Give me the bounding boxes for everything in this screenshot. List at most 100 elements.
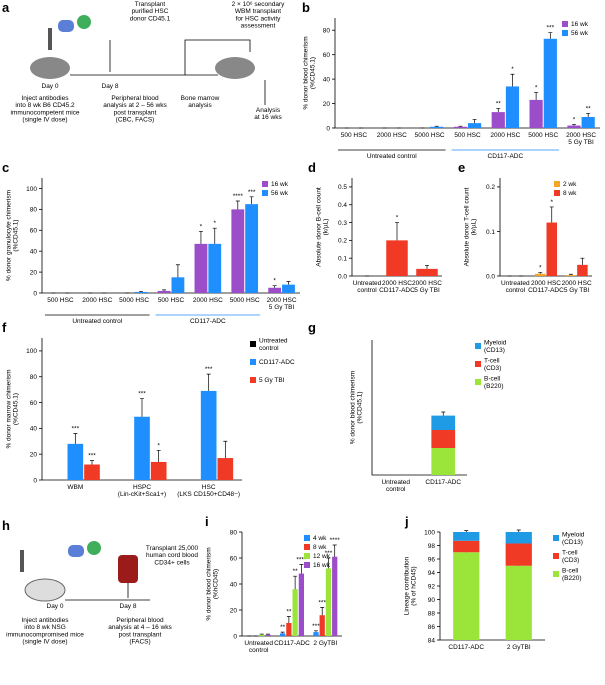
- legend-label: 56 wk: [571, 30, 589, 37]
- bar-segment: [453, 552, 480, 640]
- y-tick-label: 90: [428, 597, 436, 604]
- legend-swatch: [562, 30, 568, 36]
- y-tick-label: 40: [30, 248, 38, 255]
- significance: *: [273, 278, 276, 285]
- error-bar: [580, 257, 585, 265]
- panel-letter: b: [302, 0, 310, 15]
- y-tick-label: 94: [428, 570, 436, 577]
- x-tick-label: Untreated control: [381, 479, 410, 493]
- error-bar: [206, 373, 211, 391]
- legend-swatch: [262, 190, 268, 196]
- error-bar: [441, 411, 446, 416]
- error-bar: [249, 196, 254, 205]
- schematic-text: Day 8: [102, 83, 119, 90]
- error-bar: [458, 125, 463, 127]
- y-tick-label: 20: [30, 451, 38, 458]
- axis-line: [499, 178, 592, 277]
- y-axis-title: % donor granulocyte chimerism(%CD45.1): [5, 190, 19, 281]
- error-bar: [472, 119, 477, 124]
- error-bar: [266, 633, 271, 635]
- y-tick-label: 40: [230, 581, 238, 588]
- x-tick-label: CD117-ADC: [274, 640, 310, 647]
- bar-segment: [505, 532, 532, 544]
- legend-label: T-cell (CD3): [562, 550, 579, 564]
- significance: *: [573, 116, 576, 123]
- legend-label: Myeloid (CD13): [562, 532, 585, 546]
- legend-swatch: [553, 571, 559, 577]
- x-tick-label: 2000 HSC: [193, 297, 223, 304]
- error-bar: [568, 273, 573, 276]
- y-axis-title: Absolute donor T-cell count(k/µL): [463, 187, 477, 266]
- error-bar: [586, 112, 591, 117]
- bar: [292, 589, 298, 636]
- error-bar: [259, 633, 264, 635]
- y-tick-label: 60: [323, 52, 331, 59]
- x-tick-label: HSPC (Lin-cKit+Sca1+): [118, 484, 166, 498]
- error-bar: [326, 557, 331, 569]
- legend-label: 16 wk: [313, 562, 331, 569]
- syringe: [48, 28, 52, 50]
- x-tick-label: 5000 HSC: [230, 297, 260, 304]
- error-bar: [395, 222, 399, 241]
- bar: [231, 209, 245, 293]
- significance: *: [157, 442, 160, 449]
- y-tick-label: 80: [230, 529, 238, 536]
- error-bar: [496, 108, 501, 113]
- legend-swatch: [304, 544, 310, 550]
- significance: *: [550, 199, 553, 206]
- y-axis-title: % donor blood chimerism(%CD45.1): [349, 371, 363, 444]
- y-tick-label: 40: [30, 426, 38, 433]
- legend-label: Myeloid (CD13): [484, 340, 507, 354]
- group-label: CD117-ADC: [488, 153, 524, 160]
- legend-swatch: [250, 359, 256, 365]
- antibody-icon: [68, 545, 84, 557]
- significance: **: [286, 609, 292, 616]
- significance: ****: [233, 193, 244, 200]
- significance: ****: [296, 557, 307, 564]
- schematic-text: 2 × 10⁶ secondary WBM transplant for HSC a…: [232, 1, 285, 29]
- bar: [84, 464, 100, 480]
- error-bar: [272, 285, 277, 288]
- y-tick-label: 100: [26, 186, 37, 193]
- y-tick-label: 0.2: [486, 184, 495, 191]
- error-bar: [235, 200, 240, 210]
- bar: [157, 290, 171, 293]
- bar: [567, 125, 581, 128]
- x-tick-label: 2000 HSC CD117-ADC: [379, 280, 415, 294]
- significance: ***: [248, 189, 256, 196]
- legend-swatch: [475, 379, 481, 385]
- x-tick-label: CD117-ADC: [425, 479, 461, 486]
- bar: [529, 99, 543, 128]
- error-bar: [175, 264, 180, 278]
- group-label: Untreated control: [367, 153, 417, 160]
- x-tick-label: CD117-ADC: [448, 644, 484, 651]
- schematic-text: Day 0: [47, 603, 64, 610]
- x-tick-label: 2000 HSC: [377, 132, 407, 139]
- panel-letter: a: [2, 0, 10, 15]
- bar: [491, 112, 505, 128]
- x-tick-label: 5000 HSC: [415, 132, 445, 139]
- significance: **: [293, 568, 299, 575]
- bar: [430, 126, 444, 128]
- x-tick-label: 2000 HSC CD117-ADC: [528, 280, 564, 294]
- panel-letter: g: [308, 320, 316, 335]
- significance: ***: [318, 599, 326, 606]
- schematic-h: [20, 541, 150, 602]
- bar: [134, 291, 148, 293]
- x-tick-label: 2000 HSC 5 Gy TBI: [566, 132, 596, 146]
- error-bar: [510, 73, 515, 87]
- error-bar: [516, 529, 521, 532]
- x-tick-label: 2000 HSC: [82, 297, 112, 304]
- bar: [298, 573, 304, 636]
- significance: ***: [312, 623, 320, 630]
- schematic-text: Analysis at 16 wks: [254, 107, 282, 121]
- y-tick-label: 0: [33, 290, 37, 297]
- error-bar: [549, 206, 554, 223]
- x-tick-label: 2 GyTBI: [313, 640, 337, 647]
- significance: *: [396, 215, 399, 222]
- y-tick-label: 98: [428, 543, 436, 550]
- axis-line: [41, 178, 300, 294]
- schematic-text: Inject antibodies into 8 wk NSG immunocomp…: [6, 617, 84, 645]
- y-axis-title: % donor blood chimerism(%CD45.1): [302, 36, 316, 109]
- bar-segment: [431, 448, 456, 475]
